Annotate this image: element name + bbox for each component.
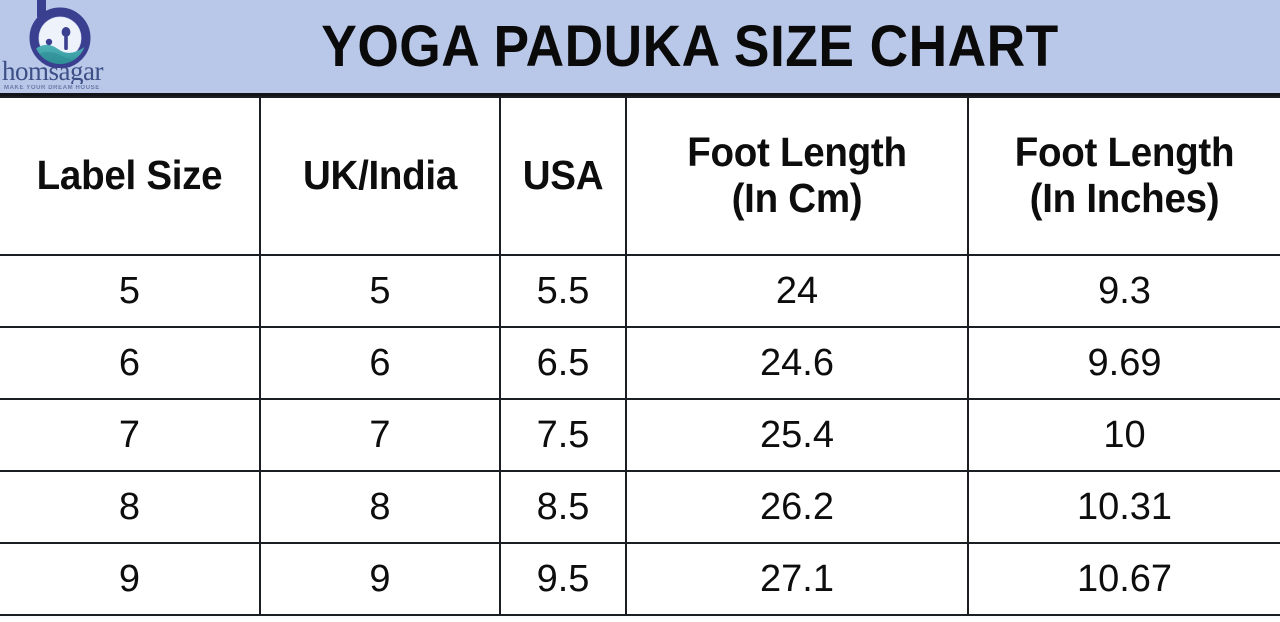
chart-header-band: homsagar MAKE YOUR DREAM HOUSE YOGA PADU… [0, 0, 1280, 96]
cell-label-size: 8 [0, 470, 261, 544]
cell-label-size: 7 [0, 398, 261, 472]
cell-usa: 5.5 [499, 254, 627, 328]
brand-wordmark: homsagar [2, 58, 103, 84]
cell-foot-cm: 25.4 [625, 398, 969, 472]
table-row: 6 6 6.5 24.6 9.69 [0, 326, 1280, 400]
cell-foot-in: 9.69 [967, 326, 1280, 400]
column-header-line: USA [522, 152, 604, 199]
cell-foot-cm: 24 [625, 254, 969, 328]
cell-uk-india: 5 [259, 254, 501, 328]
column-header-foot-length-inches: Foot Length (In Inches) [967, 96, 1280, 256]
cell-foot-cm: 27.1 [625, 542, 969, 616]
cell-label-size: 9 [0, 542, 261, 616]
column-header-usa: USA [499, 96, 627, 256]
cell-usa: 7.5 [499, 398, 627, 472]
table-row: 7 7 7.5 25.4 10 [0, 398, 1280, 472]
cell-foot-cm: 26.2 [625, 470, 969, 544]
brand-tagline: MAKE YOUR DREAM HOUSE [4, 85, 100, 91]
water-drop-circle-logo-icon [29, 0, 91, 68]
cell-label-size: 6 [0, 326, 261, 400]
column-header-line: (In Inches) [1029, 175, 1220, 221]
cell-foot-in: 9.3 [967, 254, 1280, 328]
size-chart-table: Label Size UK/India USA Foot Length (In … [0, 96, 1280, 616]
page-title: YOGA PADUKA SIZE CHART [321, 14, 1059, 79]
cell-foot-cm: 24.6 [625, 326, 969, 400]
cell-uk-india: 7 [259, 398, 501, 472]
cell-uk-india: 6 [259, 326, 501, 400]
column-header-uk-india: UK/India [259, 96, 501, 256]
cell-usa: 9.5 [499, 542, 627, 616]
column-header-foot-length-cm: Foot Length (In Cm) [625, 96, 969, 256]
cell-uk-india: 8 [259, 470, 501, 544]
table-row: 9 9 9.5 27.1 10.67 [0, 542, 1280, 616]
cell-foot-in: 10.31 [967, 470, 1280, 544]
table-row: 5 5 5.5 24 9.3 [0, 254, 1280, 328]
column-header-label-size: Label Size [0, 96, 261, 256]
cell-foot-in: 10 [967, 398, 1280, 472]
cell-label-size: 5 [0, 254, 261, 328]
column-header-line: UK/India [302, 152, 458, 199]
table-row: 8 8 8.5 26.2 10.31 [0, 470, 1280, 544]
column-header-line: Label Size [36, 152, 223, 199]
cell-foot-in: 10.67 [967, 542, 1280, 616]
column-header-line: Foot Length [687, 129, 907, 176]
cell-uk-india: 9 [259, 542, 501, 616]
cell-usa: 8.5 [499, 470, 627, 544]
column-header-line: Foot Length [1014, 129, 1235, 176]
column-header-line: (In Cm) [731, 175, 863, 221]
brand-logo: homsagar MAKE YOUR DREAM HOUSE [2, 0, 130, 96]
cell-usa: 6.5 [499, 326, 627, 400]
table-header-row: Label Size UK/India USA Foot Length (In … [0, 96, 1280, 256]
